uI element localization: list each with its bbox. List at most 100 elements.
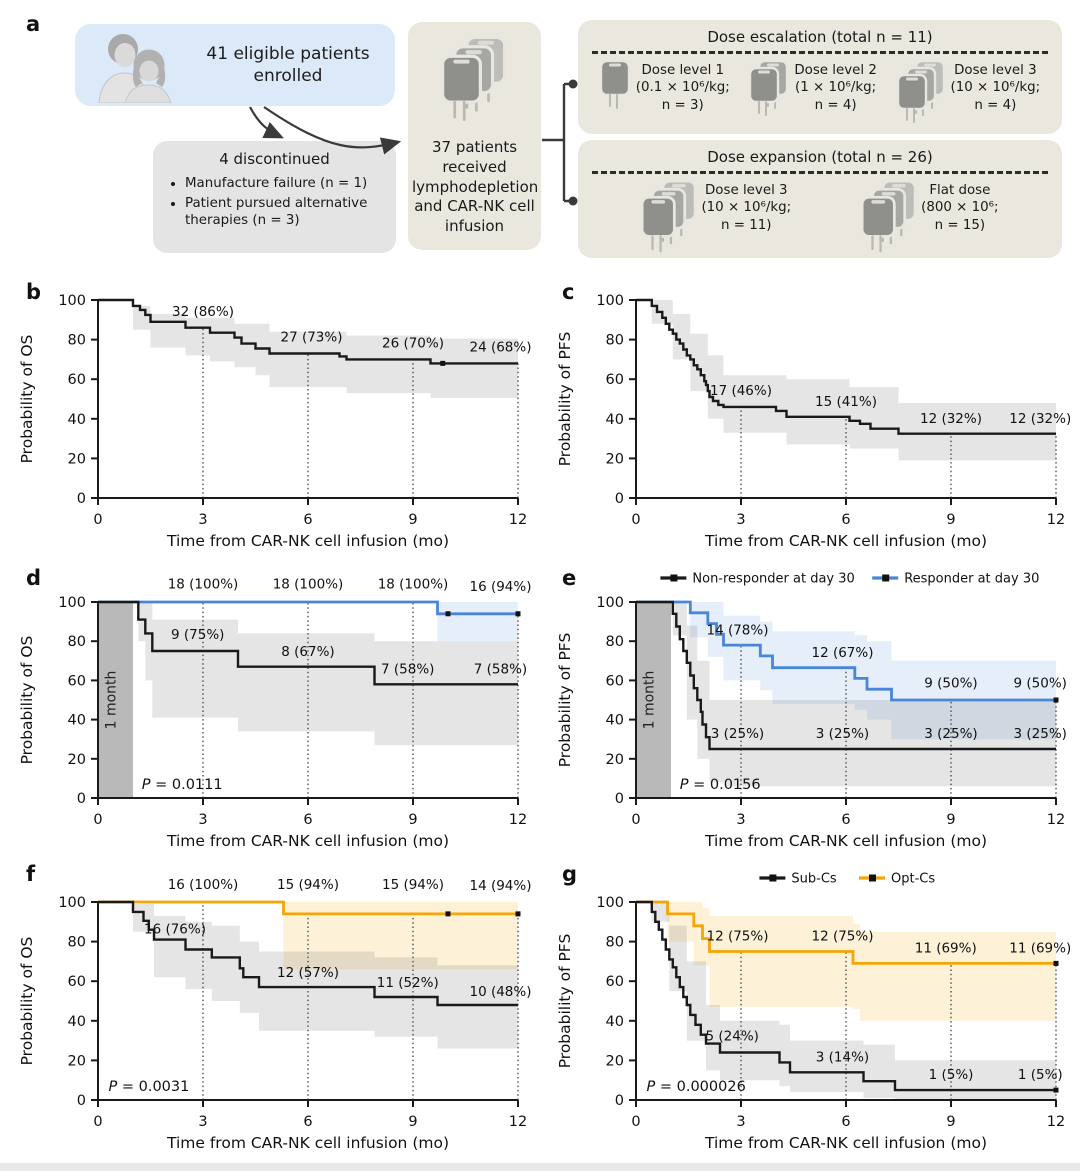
legend-label: Non-responder at day 30 [692, 572, 854, 587]
at-risk-annotation: 9 (75%) [171, 627, 224, 643]
legend-censor-marker [869, 874, 876, 882]
one-month-band [98, 602, 133, 798]
at-risk-annotation: 27 (73%) [280, 330, 342, 346]
arrow-to-discontinued [249, 106, 284, 139]
x-axis-label: Time from CAR-NK cell infusion (mo) [704, 832, 987, 850]
legend-item: Non-responder at day 30 [660, 572, 855, 587]
km-curve-opt-cs [636, 900, 1056, 965]
infusion-text: 37 patients received lymphodepletion and… [412, 138, 539, 236]
at-risk-annotation: 18 (100%) [378, 576, 449, 592]
x-axis-label: Time from CAR-NK cell infusion (mo) [166, 1134, 449, 1152]
censor-mark [440, 360, 446, 366]
panel-letter-d: d [26, 566, 42, 590]
flat-dose-item: Flat dose (800 × 10⁶; n = 15) [860, 179, 999, 253]
discontinued-bullet: Manufacture failure (n = 1) [185, 175, 388, 193]
legend-item: Responder at day 30 [872, 572, 1039, 587]
x-tick-label: 0 [93, 512, 102, 528]
y-tick-label: 40 [68, 412, 86, 428]
at-risk-annotation: 7 (58%) [474, 662, 527, 678]
confidence-band [283, 902, 518, 970]
iv-bag-glyph [860, 179, 917, 253]
y-tick-label: 20 [606, 451, 624, 467]
iv-bags-icon [896, 59, 947, 128]
y-tick-label: 60 [606, 974, 624, 990]
y-axis-label: Probability of PFS [556, 332, 574, 467]
discontinued-bullet: Patient pursued alternative therapies (n… [185, 195, 388, 230]
at-risk-annotation: 9 (50%) [1014, 675, 1067, 691]
censor-mark [515, 911, 521, 917]
one-month-band-label: 1 month [642, 671, 658, 730]
y-tick-label: 60 [68, 673, 86, 689]
confidence-band [651, 902, 1056, 1100]
y-tick-label: 40 [606, 713, 624, 729]
y-tick-label: 60 [68, 372, 86, 388]
p-value-label: P = 0.0031 [109, 1079, 190, 1095]
iv-bag-glyph [599, 59, 630, 109]
enrolled-patients-box: 41 eligible patients enrolled [75, 24, 395, 106]
at-risk-annotation: 11 (69%) [915, 940, 977, 956]
x-tick-label: 6 [303, 812, 312, 828]
dose-name: Dose level 1 [641, 63, 725, 78]
at-risk-annotation: 12 (75%) [811, 929, 873, 945]
y-tick-label: 100 [58, 895, 86, 911]
x-tick-label: 12 [1047, 812, 1065, 828]
at-risk-annotation: 9 (50%) [924, 675, 977, 691]
at-risk-annotation: 12 (67%) [811, 645, 873, 661]
at-risk-annotation: 15 (41%) [815, 394, 877, 410]
km-curve-responder-at-day-30 [98, 600, 518, 616]
x-tick-label: 12 [509, 1114, 527, 1130]
dashed-divider [592, 171, 1048, 174]
x-tick-label: 3 [198, 1114, 207, 1130]
x-tick-label: 9 [408, 1114, 417, 1130]
iv-bag-glyph [440, 35, 506, 122]
x-tick-label: 6 [841, 812, 850, 828]
panel-letter-a: a [26, 12, 41, 36]
x-tick-label: 0 [631, 812, 640, 828]
dose-level-2-item: Dose level 2 (1 × 10⁶/kg; n = 4) [749, 59, 877, 121]
at-risk-annotation: 1 (5%) [929, 1067, 974, 1083]
dose-name: Dose level 3 [704, 183, 788, 198]
x-tick-label: 12 [1047, 1114, 1065, 1130]
p-value-label: P = 0.000026 [647, 1079, 746, 1095]
y-tick-label: 80 [68, 634, 86, 650]
km-curve-all-patients-pfs [636, 298, 1056, 435]
x-tick-label: 9 [946, 1114, 955, 1130]
x-tick-label: 9 [408, 812, 417, 828]
panel-letter-c: c [562, 280, 575, 304]
iv-bag-glyph [641, 179, 697, 253]
iv-bags-icon [440, 35, 509, 128]
km-curve-opt-cs [98, 900, 518, 916]
y-tick-label: 40 [68, 1014, 86, 1030]
y-tick-label: 0 [615, 791, 624, 807]
y-tick-label: 20 [68, 752, 86, 768]
panel-letter-g: g [562, 862, 578, 886]
x-tick-label: 3 [736, 512, 745, 528]
dose-n: n = 4) [974, 97, 1017, 113]
at-risk-annotation: 5 (24%) [706, 1029, 759, 1045]
at-risk-annotation: 18 (100%) [168, 576, 239, 592]
y-axis-label: Probability of PFS [556, 633, 574, 768]
km-panel-c-pfs-all: 0 20 40 60 80 100 0 3 6 9 12 17 (46%) 15 (41%) 12 (32… [556, 293, 1071, 550]
dose-name: Flat dose [929, 183, 991, 198]
dose-amount: (800 × 10⁶; [921, 200, 999, 216]
censor-mark [1053, 697, 1059, 703]
discontinued-bullet-list: Manufacture failure (n = 1) Patient purs… [161, 175, 388, 230]
infusion-box: 37 patients received lymphodepletion and… [408, 22, 541, 250]
iv-bag-icon [599, 59, 632, 114]
x-tick-label: 6 [303, 512, 312, 528]
legend-censor-marker [670, 574, 678, 582]
y-tick-label: 20 [68, 1053, 86, 1069]
at-risk-annotation: 17 (46%) [710, 383, 772, 399]
confidence-band [437, 602, 518, 642]
at-risk-annotation: 3 (25%) [816, 726, 869, 742]
legend-label: Opt-Cs [891, 872, 935, 887]
at-risk-annotation: 18 (100%) [273, 576, 344, 592]
dose-n: n = 3) [661, 97, 704, 113]
x-tick-label: 12 [1047, 512, 1065, 528]
iv-bag-glyph [749, 59, 789, 116]
dose-level-1-item: Dose level 1 (0.1 × 10⁶/kg; n = 3) [599, 59, 730, 114]
km-curve-non-responder-at-day-30 [636, 600, 1056, 751]
dose-escalation-box: Dose escalation (total n = 11) Dose leve… [578, 20, 1062, 134]
dose-n: n = 15) [934, 217, 986, 233]
legend-label: Responder at day 30 [904, 572, 1039, 587]
